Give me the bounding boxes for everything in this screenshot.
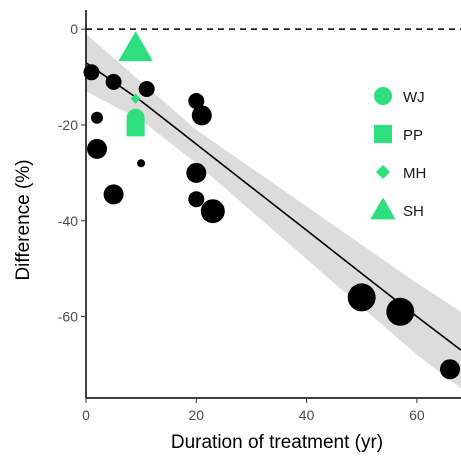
data-point xyxy=(91,111,103,124)
y-tick-label: 0 xyxy=(70,21,78,37)
legend: WJ PP MH SH xyxy=(370,87,426,220)
x-axis-title: Duration of treatment (yr) xyxy=(171,432,383,453)
data-point xyxy=(188,93,205,109)
highlight-markers-layer xyxy=(118,31,153,137)
data-point xyxy=(137,159,146,168)
data-point xyxy=(386,297,415,326)
x-tick-label: 20 xyxy=(189,407,205,423)
y-tick-label: -20 xyxy=(58,117,78,133)
data-point xyxy=(200,199,225,224)
data-point xyxy=(188,191,205,208)
legend-wj-label: WJ xyxy=(403,89,425,106)
legend-mh-label: MH xyxy=(403,165,426,182)
legend-wj-symbol xyxy=(374,87,392,105)
data-point xyxy=(191,105,212,126)
legend-pp-label: PP xyxy=(403,127,423,144)
x-tick-label: 60 xyxy=(409,407,425,423)
highlight-mh-marker xyxy=(130,93,141,104)
y-tick-label: -40 xyxy=(58,213,78,229)
y-axis-title: Difference (%) xyxy=(13,159,34,280)
data-point xyxy=(83,64,100,81)
axes-layer xyxy=(85,10,461,399)
data-point xyxy=(186,162,207,183)
legend-sh-label: SH xyxy=(403,203,424,220)
data-point xyxy=(440,359,460,380)
tick-layer: 0 20 40 60 0 -20 -40 -60 xyxy=(58,21,425,423)
y-tick-label: -60 xyxy=(58,309,78,325)
data-point xyxy=(103,184,124,205)
highlight-pp-marker xyxy=(126,118,145,137)
legend-mh-symbol xyxy=(376,165,390,179)
data-point xyxy=(347,283,376,312)
x-tick-label: 40 xyxy=(299,407,315,423)
x-tick-label: 0 xyxy=(82,407,90,423)
legend-sh-symbol xyxy=(370,197,396,220)
legend-pp-symbol xyxy=(374,125,392,143)
data-point xyxy=(87,138,107,159)
highlight-sh-marker xyxy=(118,31,153,62)
data-point xyxy=(105,73,122,90)
data-point xyxy=(138,81,155,97)
data-points-layer xyxy=(83,64,460,380)
